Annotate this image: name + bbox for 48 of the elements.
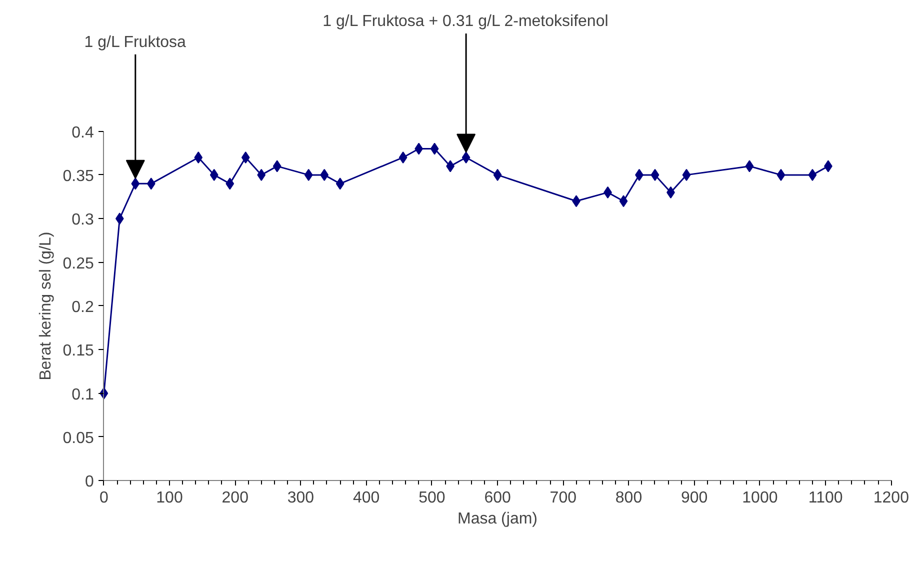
x-tick-label: 200 bbox=[222, 490, 249, 507]
x-tick-label: 1000 bbox=[742, 490, 778, 507]
point bbox=[336, 178, 344, 190]
x-tick-label: 100 bbox=[156, 490, 183, 507]
point bbox=[619, 195, 628, 208]
x-axis-title: Masa (jam) bbox=[457, 510, 538, 528]
point bbox=[745, 160, 754, 172]
y-tick-label: 0.15 bbox=[62, 342, 94, 360]
y-tick-label: 0.1 bbox=[72, 386, 94, 404]
point bbox=[194, 151, 203, 164]
y-tick-label: 0.2 bbox=[72, 298, 94, 316]
x-tick-label: 600 bbox=[484, 490, 511, 507]
y-tick-label: 0.35 bbox=[62, 168, 94, 185]
x-tick-label: 800 bbox=[615, 490, 642, 507]
y-tick-label: 0.05 bbox=[62, 430, 94, 447]
x-tick-label: 1200 bbox=[873, 490, 910, 507]
x-tick-label: 1100 bbox=[808, 490, 843, 507]
annotation: 1 g/L Fruktosa + 0.31 g/L 2-metoksifenol bbox=[322, 12, 608, 30]
point bbox=[808, 168, 817, 181]
y-tick-label: 0.25 bbox=[62, 255, 94, 272]
point bbox=[682, 168, 691, 181]
x-tick-label: 300 bbox=[287, 490, 314, 507]
point bbox=[115, 212, 124, 225]
y-tick-label: 0.4 bbox=[72, 124, 94, 142]
annotation: 1 g/L Fruktosa bbox=[84, 34, 186, 51]
point bbox=[131, 178, 140, 190]
point bbox=[493, 168, 502, 181]
point bbox=[241, 151, 250, 164]
x-tick-label: 400 bbox=[352, 490, 380, 507]
point bbox=[398, 151, 408, 164]
point bbox=[462, 151, 470, 164]
x-tick-label: 500 bbox=[418, 490, 446, 507]
point bbox=[257, 168, 266, 181]
y-tick-label: 0.3 bbox=[72, 212, 94, 229]
point bbox=[226, 178, 234, 190]
x-tick-label: 0 bbox=[99, 490, 108, 507]
y-axis-title: Berat kering sel (g/L) bbox=[37, 232, 54, 380]
y-tick-label: 0 bbox=[85, 474, 94, 491]
point bbox=[776, 168, 786, 181]
x-tick-label: 700 bbox=[550, 490, 577, 507]
point bbox=[210, 168, 218, 181]
point bbox=[272, 160, 282, 172]
point bbox=[320, 168, 329, 181]
point bbox=[430, 142, 439, 155]
x-tick-label: 900 bbox=[681, 490, 708, 507]
point bbox=[650, 168, 660, 181]
point bbox=[146, 178, 156, 190]
point bbox=[304, 168, 313, 181]
